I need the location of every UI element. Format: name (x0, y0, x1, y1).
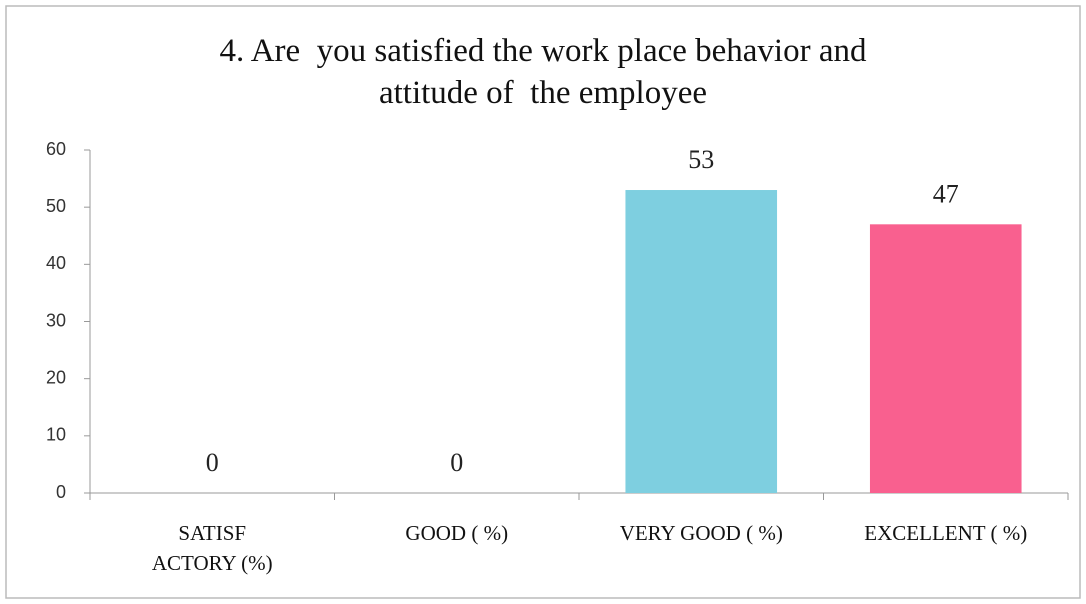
data-label: 0 (450, 448, 463, 477)
x-tick-label: GOOD ( %) (405, 521, 509, 545)
x-tick-label: VERY GOOD ( %) (619, 521, 783, 545)
y-tick-label: 20 (46, 367, 66, 387)
data-label: 53 (688, 145, 714, 174)
y-tick-label: 60 (46, 139, 66, 159)
x-tick-label: SATISF ACTORY (%) (151, 521, 273, 575)
y-tick-label: 0 (56, 482, 66, 502)
y-tick-label: 10 (46, 425, 66, 445)
bar (869, 224, 1022, 494)
y-tick-label: 50 (46, 196, 66, 216)
x-tick-label: EXCELLENT ( %) (864, 521, 1028, 545)
bar (625, 190, 778, 493)
data-label: 47 (933, 179, 959, 208)
y-tick-label: 40 (46, 253, 66, 273)
chart-border (5, 5, 1081, 599)
data-label: 0 (206, 448, 219, 477)
chart-title: 4. Are you satisfied the work place beha… (219, 33, 867, 111)
y-tick-label: 30 (46, 310, 66, 330)
